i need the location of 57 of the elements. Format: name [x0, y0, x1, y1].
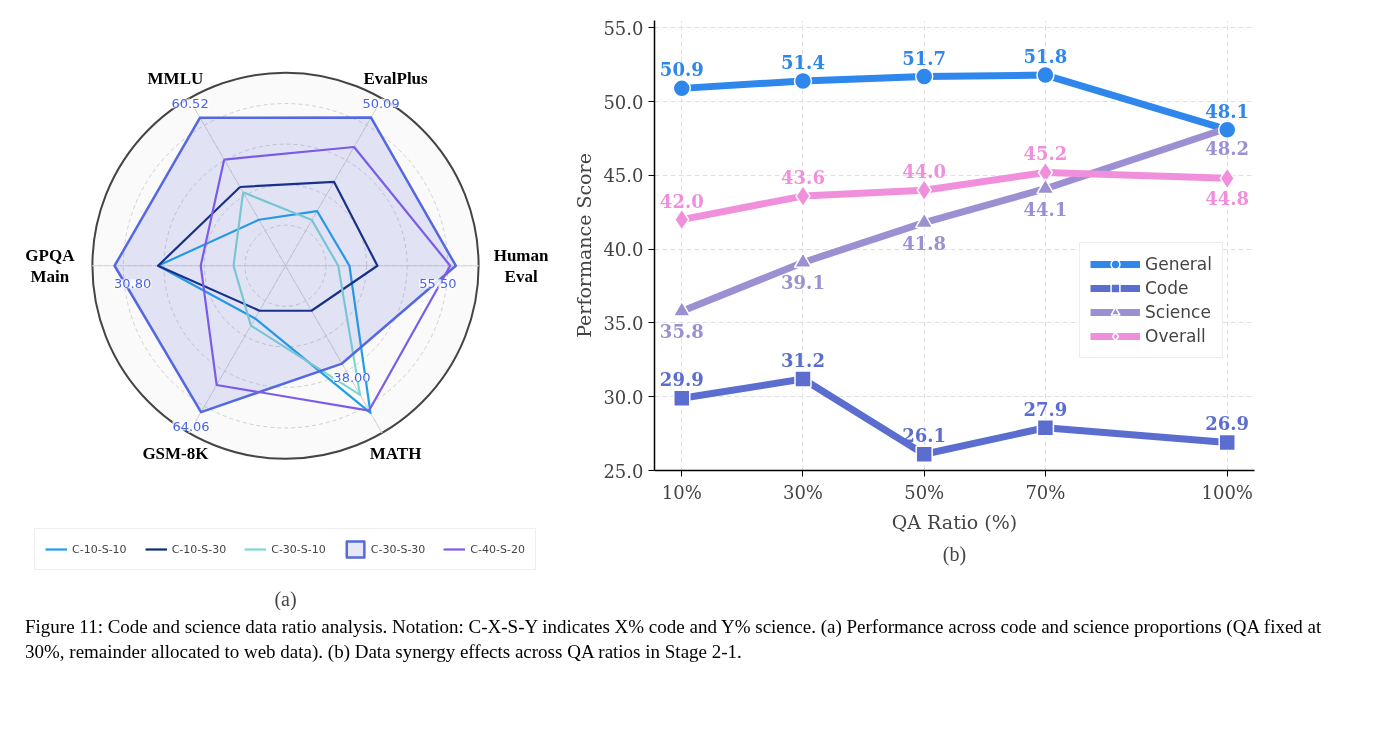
y-tick-label: 45.0 — [603, 165, 644, 187]
legend-label: C-30-S-30 — [370, 542, 426, 556]
legend-label: C-40-S-20 — [470, 542, 525, 556]
data-label: 41.8 — [902, 232, 947, 254]
spoke-label: MATH — [369, 443, 422, 463]
text: 38.00 — [333, 370, 371, 386]
text: 30.80 — [114, 276, 152, 292]
legend-label: C-10-S-10 — [72, 542, 127, 556]
spoke-label: Human Eval — [493, 245, 550, 286]
y-tick-label: 55.0 — [603, 17, 644, 39]
spoke-label: GSM-8K — [142, 443, 210, 463]
x-axis-title: QA Ratio (%) — [891, 510, 1018, 533]
spoke-label: EvalPlus — [363, 68, 429, 88]
data-label: 35.8 — [659, 321, 704, 343]
data-label: 44.1 — [1023, 198, 1068, 220]
legend-label: C-30-S-10 — [271, 542, 326, 556]
data-label: 48.1 — [1205, 100, 1250, 122]
y-tick-label: 40.0 — [603, 239, 644, 261]
data-label: 48.2 — [1205, 138, 1250, 160]
spoke-label: GPQA Main — [25, 245, 76, 286]
legend-label: Science — [1145, 302, 1211, 322]
data-label: 42.0 — [659, 190, 704, 212]
data-label: 39.1 — [781, 272, 825, 294]
y-tick-label: 35.0 — [603, 312, 644, 334]
data-label: 31.2 — [781, 350, 825, 372]
legend-label: Code — [1145, 278, 1189, 298]
y-axis-title: Performance Score — [573, 153, 596, 338]
data-label: 51.8 — [1023, 46, 1068, 68]
legend-label: General — [1145, 254, 1212, 274]
data-label: 27.9 — [1023, 398, 1068, 420]
x-tick-label: 70% — [1025, 481, 1066, 503]
legend-label: C-10-S-30 — [171, 542, 227, 556]
data-label: 50.9 — [659, 59, 704, 81]
data-label: 29.9 — [659, 369, 704, 391]
data-label: 26.9 — [1205, 413, 1250, 435]
text: (a) — [274, 587, 297, 611]
data-label: 44.8 — [1205, 188, 1250, 210]
text: (b) — [942, 542, 967, 566]
text: 64.06 — [172, 418, 210, 434]
x-tick-label: 50% — [904, 481, 945, 503]
data-label: 43.6 — [781, 167, 825, 189]
caption: Figure 11: Code and science data ratio analysis. Notation: C-X-S-Y indicates X% code and Y% science. (a) Performance across code and science proportions (QA fixed at 30%, remainder allocated to web data). (b) Data synergy effects across QA ratios in Stage 2-1. — [25, 615, 1323, 664]
y-tick-label: 30.0 — [603, 386, 644, 408]
text: 55.50 — [419, 276, 457, 292]
legend-label: Overall — [1145, 326, 1206, 346]
x-tick-label: 100% — [1201, 481, 1253, 503]
text: 50.09 — [362, 96, 400, 112]
x-tick-label: 30% — [782, 481, 823, 503]
y-tick-label: 25.0 — [603, 460, 644, 482]
data-label: 45.2 — [1023, 143, 1068, 165]
y-tick-label: 50.0 — [603, 91, 644, 113]
text: 60.52 — [171, 96, 209, 112]
data-label: 44.0 — [902, 161, 947, 183]
data-label: 51.4 — [781, 51, 825, 73]
spoke-label: MMLU — [147, 68, 204, 88]
x-tick-label: 10% — [661, 481, 702, 503]
data-label: 51.7 — [902, 47, 947, 69]
